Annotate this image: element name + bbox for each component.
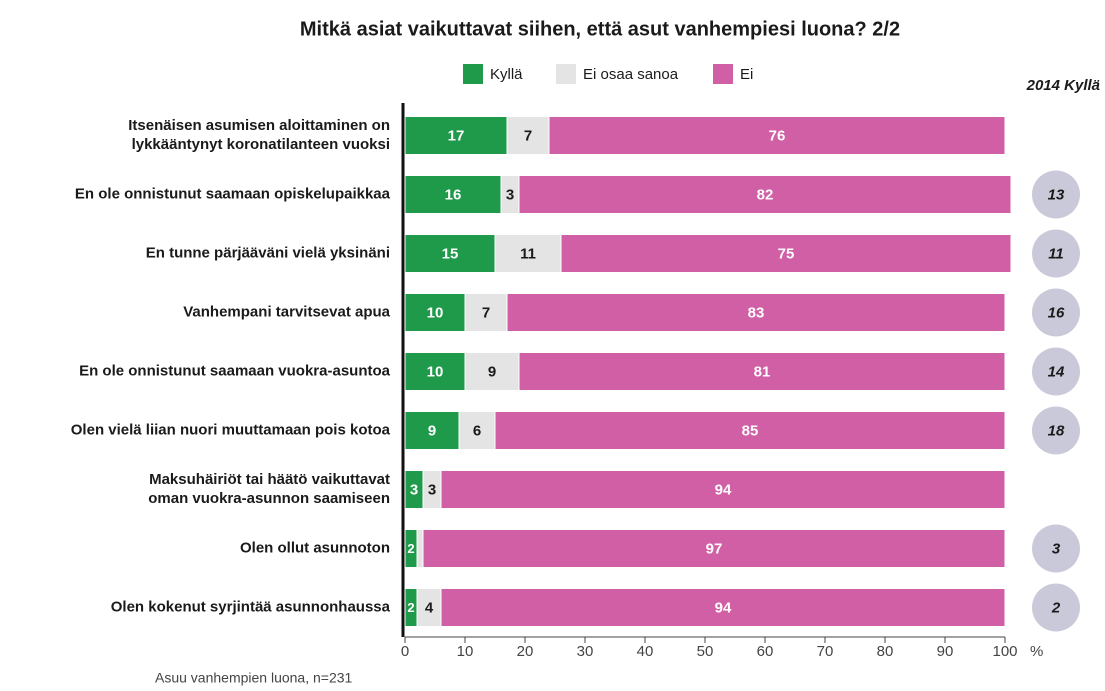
bar-segment <box>518 352 1006 391</box>
category-label: Itsenäisen asumisen aloittaminen on <box>128 117 390 134</box>
value-label: 81 <box>754 363 771 380</box>
chart-title: Mitkä asiat vaikuttavat siihen, että asu… <box>300 18 900 40</box>
bar-segment <box>404 411 460 450</box>
legend-label: Ei <box>740 66 753 83</box>
category-label: Olen ollut asunnoton <box>240 539 390 556</box>
x-tick-label: 30 <box>577 643 594 660</box>
bar-segment <box>560 234 1012 273</box>
x-tick-label: 50 <box>697 643 714 660</box>
bar-segment <box>494 234 562 273</box>
bar-segment <box>548 116 1006 155</box>
legend-swatch <box>556 64 576 84</box>
value-label: 9 <box>428 422 436 439</box>
comparison-label: 14 <box>1048 363 1065 380</box>
comparison-marker <box>1032 524 1080 573</box>
x-tick-label: 20 <box>517 643 534 660</box>
legend-swatch <box>713 64 733 84</box>
bar-segment <box>404 293 466 332</box>
value-label: 11 <box>520 245 536 262</box>
value-label: 7 <box>482 304 490 321</box>
bar-segment <box>458 411 496 450</box>
x-tick-label: 70 <box>817 643 834 660</box>
bar-segment <box>404 234 496 273</box>
value-label: 16 <box>445 186 462 203</box>
legend-label: Kyllä <box>490 66 523 83</box>
comparison-marker <box>1032 583 1080 632</box>
bar-segment <box>416 529 424 568</box>
value-label: 10 <box>427 363 444 380</box>
bar-segment <box>518 175 1012 214</box>
comparison-label: 13 <box>1048 186 1065 203</box>
category-label: Maksuhäiriöt tai häätö vaikuttavat <box>149 471 390 488</box>
comparison-title: 2014 Kyllä <box>1026 77 1100 94</box>
bar-segment <box>464 293 508 332</box>
value-label: 9 <box>488 363 496 380</box>
category-label: oman vuokra-asunnon saamiseen <box>148 490 390 507</box>
category-label: Vanhempani tarvitsevat apua <box>183 303 390 320</box>
x-tick-label: 60 <box>757 643 774 660</box>
value-label: 85 <box>742 422 759 439</box>
bar-segment <box>506 293 1006 332</box>
bar-segment <box>422 529 1006 568</box>
value-label: 76 <box>769 127 786 144</box>
bar-segment <box>404 352 466 391</box>
comparison-marker <box>1032 229 1080 278</box>
x-tick-label: 10 <box>457 643 474 660</box>
comparison-marker <box>1032 406 1080 455</box>
x-axis-unit: % <box>1030 643 1043 660</box>
value-label: 83 <box>748 304 765 321</box>
comparison-marker <box>1032 170 1080 219</box>
value-label: 17 <box>448 127 465 144</box>
value-label: 3 <box>428 481 436 498</box>
x-tick-label: 0 <box>401 643 409 660</box>
x-tick-label: 90 <box>937 643 954 660</box>
bar-segment <box>416 588 442 627</box>
value-label: 94 <box>715 599 732 616</box>
bar-segment <box>404 116 508 155</box>
value-label: 75 <box>778 245 795 262</box>
bar-segment <box>506 116 550 155</box>
x-tick-label: 80 <box>877 643 894 660</box>
comparison-label: 18 <box>1048 422 1065 439</box>
category-label: lykkääntynyt koronatilanteen vuoksi <box>132 136 390 153</box>
category-label: Olen kokenut syrjintää asunnonhaussa <box>111 598 391 615</box>
comparison-label: 2 <box>1051 599 1061 616</box>
comparison-label: 11 <box>1048 245 1064 262</box>
value-label: 3 <box>506 186 514 203</box>
category-label: Olen vielä liian nuori muuttamaan pois k… <box>71 421 391 438</box>
bar-segment <box>440 588 1006 627</box>
note: Asuu vanhempien luona, n=231 <box>155 670 353 686</box>
bar-segment <box>440 470 1006 509</box>
value-label: 4 <box>425 599 434 616</box>
value-label: 10 <box>427 304 444 321</box>
value-label: 15 <box>442 245 459 262</box>
value-label: 7 <box>524 127 532 144</box>
category-label: En tunne pärjääväni vielä yksinäni <box>146 244 390 261</box>
value-label: 6 <box>473 422 481 439</box>
legend-label: Ei osaa sanoa <box>583 66 679 83</box>
category-label: En ole onnistunut saamaan opiskelupaikka… <box>75 185 391 202</box>
legend-swatch <box>463 64 483 84</box>
value-label: 82 <box>757 186 774 203</box>
comparison-marker <box>1032 288 1080 337</box>
comparison-marker <box>1032 347 1080 396</box>
comparison-label: 3 <box>1052 540 1061 557</box>
value-label: 94 <box>715 481 732 498</box>
bar-segment <box>404 175 502 214</box>
category-label: En ole onnistunut saamaan vuokra-asuntoa <box>79 362 391 379</box>
comparison-label: 16 <box>1048 304 1065 321</box>
bar-segment <box>464 352 520 391</box>
x-tick-label: 40 <box>637 643 654 660</box>
value-label: 97 <box>706 540 723 557</box>
x-tick-label: 100 <box>992 643 1017 660</box>
value-label: 2 <box>407 541 414 556</box>
value-label: 3 <box>410 481 418 498</box>
value-label: 2 <box>407 600 414 615</box>
bar-segment <box>494 411 1006 450</box>
